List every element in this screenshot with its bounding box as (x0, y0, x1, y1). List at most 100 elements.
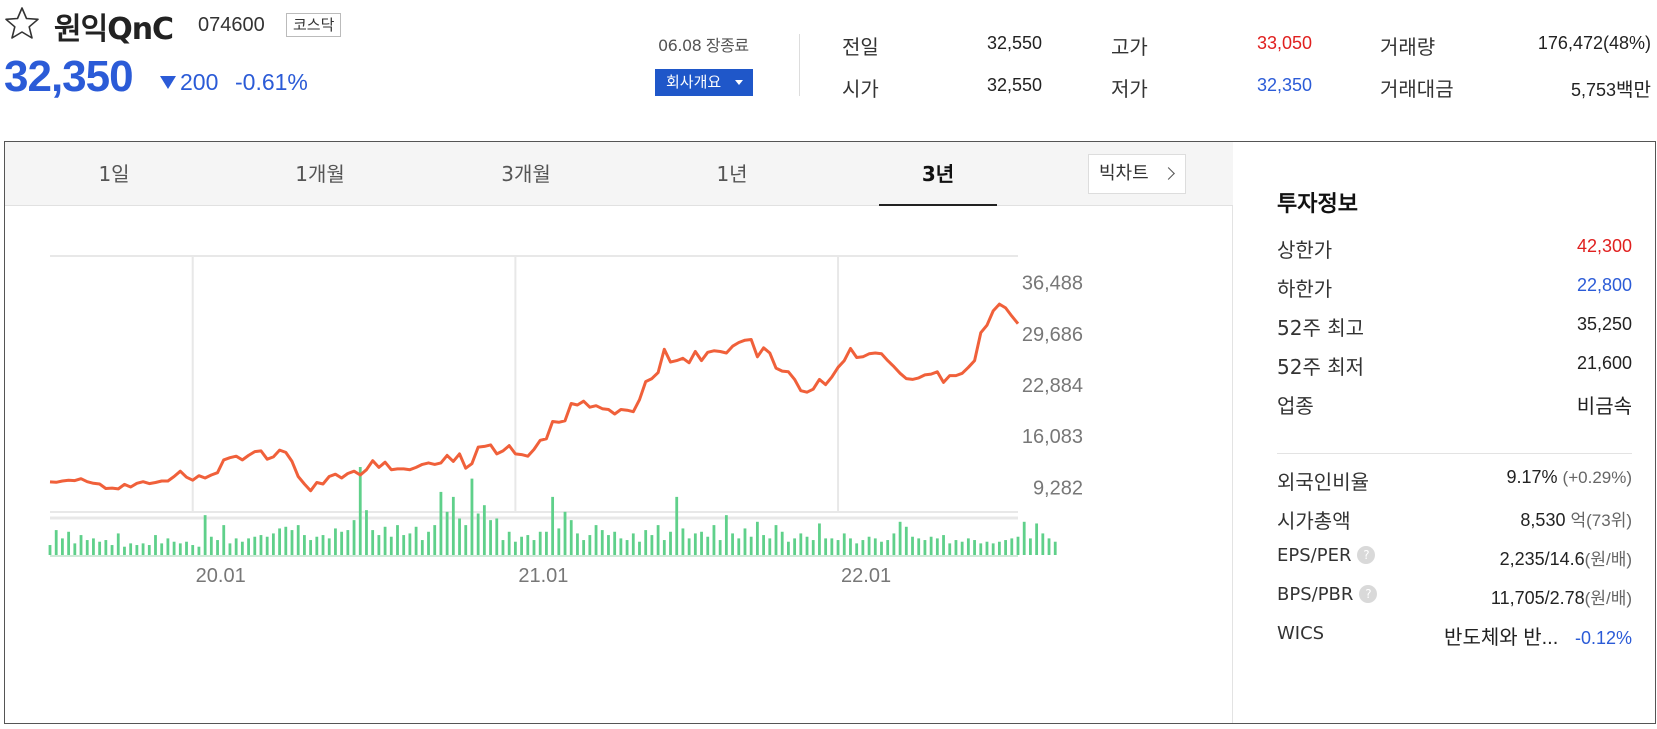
volume-bar (433, 525, 437, 555)
high-value: 33,050 (1256, 33, 1312, 53)
sector-label: 업종 (1277, 394, 1314, 418)
volume-bar (600, 530, 604, 555)
volume-bar (662, 540, 666, 555)
market-cap-unit: 억 (1570, 511, 1587, 530)
period-tabs: 1일 1개월 3개월 1년 3년 빅차트 (5, 142, 1233, 206)
volume-bar (365, 510, 368, 555)
wics-label: WICS (1277, 623, 1325, 644)
volume-bar (873, 538, 877, 555)
bps-help-icon[interactable]: ? (1359, 585, 1378, 603)
volume-bar (445, 511, 449, 555)
volume-bar (396, 525, 399, 555)
volume-bar (557, 528, 561, 555)
volume-bar (135, 545, 139, 555)
week52-high-value: 35,250 (1576, 314, 1632, 334)
volume-bar (408, 533, 412, 555)
volume-bar (973, 540, 976, 555)
volume-value: 176,472(48%) (1537, 33, 1651, 53)
volume-bar (911, 536, 914, 555)
volume-bar (563, 511, 567, 555)
volume-bar (935, 538, 939, 555)
volume-bar (234, 538, 238, 555)
market-cap-number: 8,530 (1520, 510, 1566, 530)
eps-help-icon[interactable]: ? (1357, 546, 1376, 564)
open-label: 시가 (842, 77, 879, 101)
volume-bar (464, 525, 468, 555)
volume-bar (377, 535, 381, 555)
low-value: 32,350 (1256, 75, 1312, 95)
volume-bar (296, 525, 300, 555)
volume-bar (588, 535, 592, 555)
volume-bar (706, 536, 710, 555)
volume-bar (458, 518, 461, 555)
volume-bar (793, 538, 797, 555)
volume-bar (327, 538, 331, 555)
volume-bar (954, 540, 958, 555)
volume-bar (247, 538, 250, 555)
volume-bar (79, 535, 83, 555)
volume-bar (489, 520, 492, 555)
y-tick-label: 29,686 (1022, 324, 1083, 346)
volume-bar (73, 543, 77, 555)
volume-bar (160, 543, 164, 555)
market-badge: 코스닥 (286, 13, 342, 37)
volume-bar (917, 538, 921, 555)
volume-bar (532, 540, 536, 555)
stock-code: 074600 (198, 14, 265, 36)
y-tick-label: 16,083 (1022, 426, 1083, 448)
big-chart-button[interactable]: 빅차트 (1088, 154, 1186, 194)
volume-bar (321, 535, 325, 555)
tab-1-day[interactable]: 1일 (98, 162, 130, 186)
trade-amount-label: 거래대금 (1380, 77, 1454, 101)
volume-bar (997, 541, 1001, 555)
volume-bar (787, 541, 790, 555)
volume-bar (830, 538, 834, 555)
caret-down-icon (735, 80, 743, 85)
wics-sector[interactable]: 반도체와 반... (1444, 627, 1559, 649)
volume-bar (811, 540, 815, 555)
chevron-right-icon (1162, 167, 1175, 180)
volume-bar (569, 520, 573, 555)
volume-bar (507, 531, 511, 555)
volume-bar (520, 536, 523, 555)
volume-bar (228, 543, 232, 555)
volume-bar (805, 536, 809, 555)
volume-bar (240, 541, 244, 555)
y-tick-label: 22,884 (1022, 375, 1083, 397)
tab-3-months[interactable]: 3개월 (501, 162, 551, 186)
volume-bar (1004, 540, 1007, 555)
company-overview-button[interactable]: 회사개요 (655, 69, 753, 96)
volume-bar (1053, 541, 1057, 555)
volume-bar (191, 545, 195, 555)
volume-bar (538, 531, 542, 555)
price-change-percent: -0.61% (235, 69, 308, 95)
tab-3-years[interactable]: 3년 (879, 142, 997, 206)
volume-bar (898, 521, 902, 555)
volume-bar (141, 543, 145, 555)
volume-bar (892, 533, 896, 555)
volume-bar (265, 536, 269, 555)
prev-close-value: 32,550 (986, 33, 1042, 53)
high-label: 고가 (1111, 35, 1148, 59)
volume-bar (278, 528, 281, 555)
low-label: 저가 (1111, 77, 1148, 101)
volume-bar (501, 540, 505, 555)
favorite-star-icon[interactable] (4, 6, 40, 40)
volume-bar (799, 533, 803, 555)
stock-name: 원익QnC (54, 12, 174, 47)
market-cap-label: 시가총액 (1277, 509, 1351, 533)
volume-bar (197, 546, 201, 555)
volume-bar (147, 545, 151, 555)
volume-bar (284, 526, 288, 555)
tab-1-month[interactable]: 1개월 (295, 162, 345, 186)
volume-bar (216, 540, 219, 555)
volume-bar (576, 533, 579, 555)
tab-1-year[interactable]: 1년 (716, 162, 748, 186)
y-tick-label: 36,488 (1022, 273, 1083, 295)
volume-bar (439, 491, 443, 555)
volume-bar (855, 543, 859, 555)
volume-bar (290, 530, 294, 555)
volume-bar (948, 543, 952, 555)
volume-bar (116, 533, 120, 555)
eps-per-number: 2,235/14.6 (1499, 549, 1585, 569)
